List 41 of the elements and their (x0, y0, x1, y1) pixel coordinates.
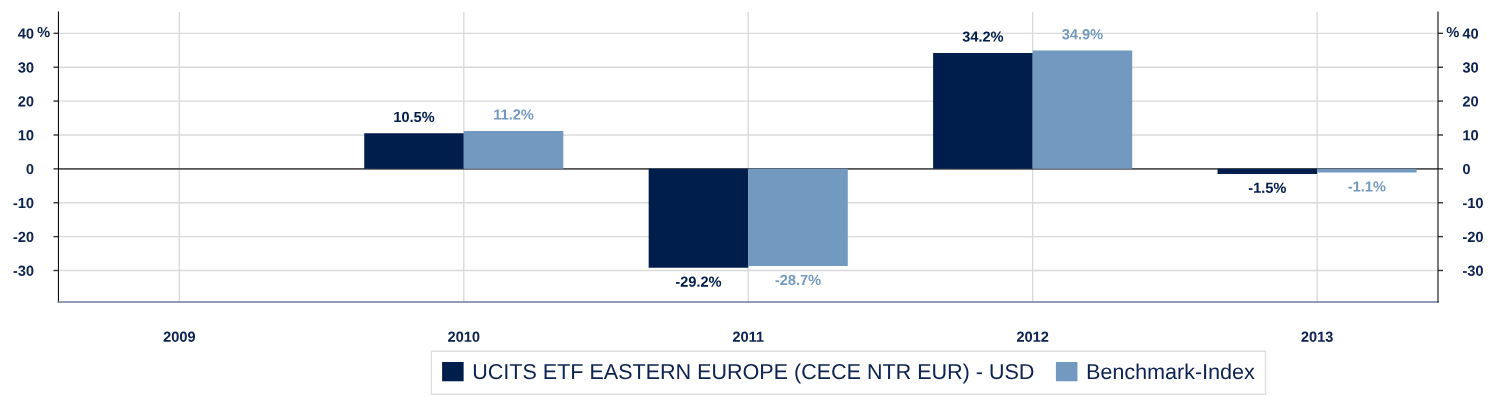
y2-tick-label: -10 (1463, 197, 1483, 209)
bar (1217, 168, 1318, 174)
data-label: -1.1% (1348, 181, 1386, 192)
bar (648, 168, 749, 268)
y2-axis-title: % (1446, 26, 1459, 38)
y2-tick-label: -20 (1463, 231, 1483, 243)
bar (364, 133, 464, 169)
y-tick-label: 10 (18, 130, 34, 141)
y-tick-label: -10 (13, 197, 34, 209)
bar (463, 130, 564, 169)
y-axis-title: % (37, 26, 50, 38)
data-label: -29.2% (675, 276, 722, 287)
bar (1032, 50, 1133, 169)
y2-tick-label: 30 (1462, 62, 1479, 73)
bar (933, 52, 1033, 169)
x-tick-label: 2013 (1301, 331, 1333, 342)
x-tick-label: 2009 (163, 331, 196, 342)
y2-tick-label: 0 (1463, 163, 1470, 175)
data-label: -28.7% (775, 274, 821, 286)
bar (1317, 168, 1417, 173)
x-tick-label: 2012 (1016, 331, 1049, 342)
bar (748, 168, 848, 267)
y-tick-label: 40 (18, 28, 34, 39)
x-tick-label: 2010 (448, 331, 480, 342)
y2-tick-label: -30 (1463, 265, 1483, 276)
x-tick-label: 2011 (732, 331, 764, 342)
y-tick-label: 0 (26, 163, 34, 175)
y-tick-label: 20 (18, 96, 34, 107)
data-label: -1.5% (1248, 182, 1286, 193)
y2-tick-label: 10 (1463, 130, 1479, 141)
y-tick-label: 30 (18, 62, 34, 73)
legend-label: Benchmark-Index (1087, 363, 1255, 380)
y2-tick-label: 40 (1462, 28, 1479, 39)
data-label: 11.2% (494, 109, 534, 120)
data-label: 10.5% (394, 111, 435, 123)
data-label: 34.9% (1062, 29, 1103, 40)
legend-label: UCITS ETF EASTERN EUROPE (CECE NTR EUR) - USD (473, 363, 1034, 384)
y-tick-label: -30 (13, 265, 34, 276)
data-label: 34.2% (962, 31, 1004, 42)
y-tick-label: -20 (13, 231, 34, 243)
y2-tick-label: 20 (1462, 96, 1479, 107)
